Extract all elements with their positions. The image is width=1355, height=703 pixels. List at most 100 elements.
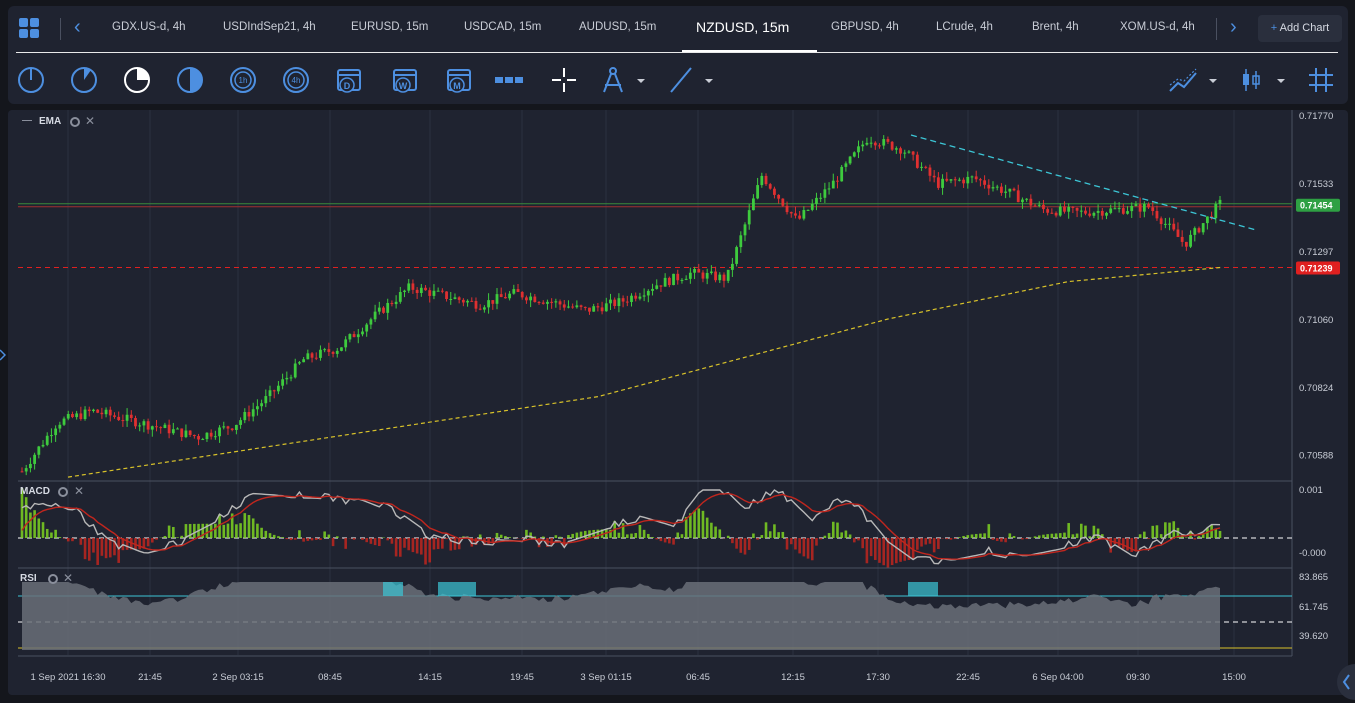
candle-body: [247, 412, 251, 417]
candle: [525, 295, 528, 304]
candle-body: [96, 409, 100, 413]
macd-histogram-bar: [1168, 522, 1171, 538]
candle: [201, 437, 205, 441]
macd-histogram-bar: [735, 538, 738, 549]
price-chart-svg[interactable]: 0.71770 0.71533 0.71297 0.71060 0.70824 0.705…: [8, 110, 1348, 695]
candle: [461, 298, 465, 307]
candle-body: [33, 454, 37, 464]
candle-body: [436, 290, 440, 292]
timeframe-1m-icon[interactable]: [16, 65, 46, 95]
candle-body: [453, 297, 457, 299]
indicators-dropdown-icon[interactable]: [1206, 65, 1220, 95]
drawing-tools-dropdown-icon[interactable]: [634, 65, 648, 95]
candle: [663, 273, 667, 287]
macd-histogram-bar: [289, 538, 293, 541]
timeframe-1h-icon[interactable]: 1h: [228, 65, 258, 95]
candle-body: [979, 179, 982, 181]
candle-body: [970, 176, 974, 178]
timeframe-5m-icon[interactable]: [69, 65, 99, 95]
tab-1[interactable]: USDIndSep21, 4h: [223, 21, 316, 33]
grid-toggle-icon[interactable]: [1306, 65, 1336, 95]
candle-body: [184, 430, 188, 438]
tabs-scroll-right-icon[interactable]: ›: [1230, 16, 1237, 38]
candle: [1100, 207, 1104, 220]
candle: [1147, 202, 1150, 209]
current-price-tag: 0.71454: [1296, 198, 1340, 212]
tab-4[interactable]: AUDUSD, 15m: [579, 21, 657, 33]
candle-body: [815, 197, 818, 204]
candle-body: [873, 142, 877, 146]
candle-body: [264, 396, 268, 404]
candle-body: [810, 203, 814, 210]
macd-histogram-bar: [361, 538, 364, 540]
tab-0[interactable]: GDX.US-d, 4h: [112, 21, 186, 33]
tab-5[interactable]: NZDUSD, 15m: [696, 19, 790, 35]
candle-body: [62, 418, 66, 425]
tab-7[interactable]: LCrude, 4h: [936, 21, 993, 33]
time-tick-label: 6 Sep 04:00: [1032, 672, 1083, 683]
macd-histogram-bar: [689, 513, 692, 538]
macd-close-icon[interactable]: ✕: [74, 484, 85, 498]
chart-area[interactable]: 0.71770 0.71533 0.71297 0.71060 0.70824 0.705…: [8, 110, 1348, 695]
candle: [966, 171, 970, 189]
fit-range-icon[interactable]: [494, 65, 524, 95]
macd-histogram-bar: [184, 524, 188, 538]
macd-histogram-bar: [1113, 538, 1117, 545]
layout-grid-icon[interactable]: [18, 17, 40, 39]
candle: [394, 295, 398, 309]
tab-3[interactable]: USDCAD, 15m: [464, 21, 542, 33]
candle: [234, 424, 238, 435]
tab-2[interactable]: EURUSD, 15m: [351, 21, 429, 33]
timeframe-day-icon[interactable]: D: [334, 65, 364, 95]
candle-body: [941, 178, 944, 188]
macd-histogram-bar: [474, 538, 478, 545]
candle-body: [302, 359, 306, 363]
line-tool-icon[interactable]: [666, 65, 696, 95]
macd-histogram-bar: [550, 538, 553, 546]
timeframe-30m-icon[interactable]: [175, 65, 205, 95]
candle: [499, 287, 503, 298]
candle-body: [562, 304, 566, 308]
macd-histogram-bar: [533, 536, 537, 538]
rsi-settings-icon[interactable]: [48, 574, 58, 584]
indicators-icon[interactable]: [1168, 65, 1198, 95]
tab-6[interactable]: GBPUSD, 4h: [831, 21, 899, 33]
side-panel-toggle-icon[interactable]: [1330, 664, 1355, 700]
candle-body: [134, 418, 137, 427]
rsi-area: [22, 582, 1220, 650]
candle: [419, 284, 423, 297]
candle-body: [911, 151, 915, 155]
tab-8[interactable]: Brent, 4h: [1032, 21, 1079, 33]
macd-histogram-bar: [251, 518, 255, 538]
candle: [382, 306, 385, 314]
ema-close-icon[interactable]: ✕: [85, 114, 96, 128]
macd-settings-icon[interactable]: [58, 487, 68, 497]
timeframe-week-icon[interactable]: W: [390, 65, 420, 95]
candle: [1096, 204, 1100, 220]
timeframe-4h-icon[interactable]: 4h: [281, 65, 311, 95]
candle: [306, 349, 310, 360]
ema-settings-icon[interactable]: [70, 117, 80, 127]
rsi-close-icon[interactable]: ✕: [63, 571, 74, 585]
timeframe-15m-icon[interactable]: [122, 65, 152, 95]
macd-histogram-bar: [281, 537, 284, 538]
tabs-scroll-left-icon[interactable]: ‹: [74, 16, 81, 38]
timeframe-month-icon[interactable]: M: [444, 65, 474, 95]
candle-body: [655, 285, 659, 289]
macd-histogram-bar: [495, 532, 499, 538]
candle: [335, 347, 339, 358]
add-chart-button[interactable]: + Add Chart: [1258, 15, 1342, 42]
macd-histogram-bar: [1151, 525, 1155, 538]
line-tool-dropdown-icon[interactable]: [702, 65, 716, 95]
tab-9[interactable]: XOM.US-d, 4h: [1120, 21, 1195, 33]
left-panel-toggle-icon[interactable]: [0, 348, 6, 362]
macd-histogram-bar: [983, 533, 986, 538]
chart-type-candles-icon[interactable]: [1236, 65, 1266, 95]
drawing-tools-icon[interactable]: [598, 65, 628, 95]
candle-body: [365, 324, 369, 332]
chart-type-dropdown-icon[interactable]: [1274, 65, 1288, 95]
candle-body: [424, 287, 427, 291]
time-tick-label: 17:30: [866, 672, 890, 683]
macd-histogram-bar: [617, 532, 621, 538]
crosshair-icon[interactable]: [549, 65, 579, 95]
